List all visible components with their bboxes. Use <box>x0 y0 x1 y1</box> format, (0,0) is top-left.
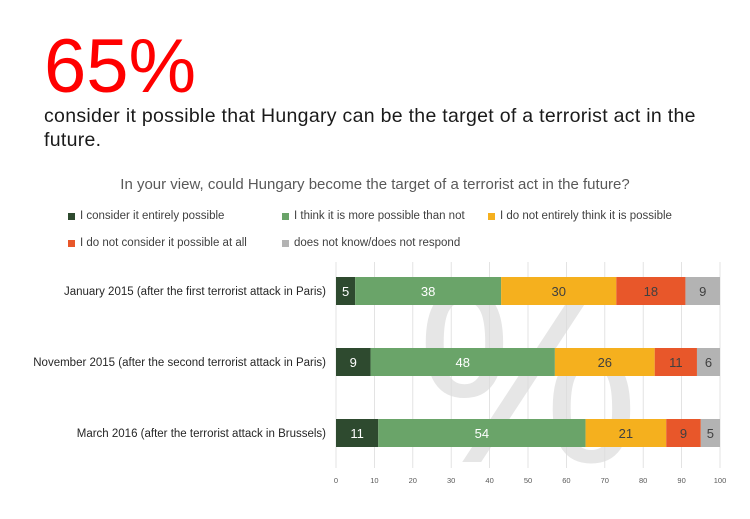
bar-segment <box>355 277 502 305</box>
legend-swatch <box>488 212 495 220</box>
x-tick-label: 70 <box>601 476 609 485</box>
legend-label: does not know/does not respond <box>294 237 461 249</box>
legend-swatch <box>282 239 289 247</box>
x-tick-label: 20 <box>409 476 417 485</box>
data-label: 26 <box>598 355 612 370</box>
data-label: 54 <box>475 426 489 441</box>
x-tick-label: 90 <box>677 476 685 485</box>
legend-item: I consider it entirely possible <box>68 210 224 222</box>
data-label: 9 <box>699 284 706 299</box>
x-tick-label: 60 <box>562 476 570 485</box>
headline-percent: 65% <box>44 24 197 109</box>
category-label: March 2016 (after the terrorist attack i… <box>77 428 326 440</box>
legend-item: I do not consider it possible at all <box>68 237 247 249</box>
category-label: November 2015 (after the second terroris… <box>33 357 326 369</box>
bar-segment <box>378 419 586 447</box>
x-tick-label: 10 <box>370 476 378 485</box>
legend-swatch <box>68 239 75 247</box>
chart-title: In your view, could Hungary become the t… <box>120 176 630 193</box>
bar-segment <box>370 348 555 376</box>
data-label: 9 <box>350 355 357 370</box>
bar-segment <box>700 419 720 447</box>
data-label: 11 <box>350 426 364 441</box>
bar-segment <box>501 277 617 305</box>
x-tick-label: 80 <box>639 476 647 485</box>
legend-item: I think it is more possible than not <box>282 210 465 222</box>
headline-text: consider it possible that Hungary can be… <box>44 105 696 151</box>
x-tick-label: 0 <box>334 476 338 485</box>
data-label: 48 <box>455 355 469 370</box>
data-label: 6 <box>705 355 712 370</box>
x-tick-label: 30 <box>447 476 455 485</box>
bar-segment <box>554 348 655 376</box>
data-label: 18 <box>644 284 658 299</box>
x-tick-label: 100 <box>714 476 727 485</box>
legend-label: I do not entirely think it is possible <box>500 210 672 222</box>
legend-label: I think it is more possible than not <box>294 210 465 222</box>
legend-item: I do not entirely think it is possible <box>488 210 672 222</box>
data-label: 5 <box>707 426 714 441</box>
x-tick-label: 50 <box>524 476 532 485</box>
bar-segment <box>654 348 697 376</box>
bar-segment <box>685 277 720 305</box>
bar-segment <box>616 277 686 305</box>
legend-label: I do not consider it possible at all <box>80 237 247 249</box>
legend-item: does not know/does not respond <box>282 237 460 249</box>
legend-label: I consider it entirely possible <box>80 210 225 222</box>
data-label: 21 <box>619 426 633 441</box>
legend-swatch <box>282 212 289 220</box>
x-tick-label: 40 <box>485 476 493 485</box>
bar-segment <box>336 419 379 447</box>
bar-segment <box>336 348 371 376</box>
bar-segment <box>585 419 667 447</box>
data-label: 11 <box>669 355 683 370</box>
legend-swatch <box>68 212 75 220</box>
data-label: 38 <box>421 284 435 299</box>
bar-segment <box>336 277 356 305</box>
bar-segment <box>666 419 701 447</box>
data-label: 5 <box>342 284 349 299</box>
data-label: 9 <box>680 426 687 441</box>
data-label: 30 <box>551 284 565 299</box>
bar-segment <box>696 348 720 376</box>
category-label: January 2015 (after the first terrorist … <box>64 286 326 298</box>
